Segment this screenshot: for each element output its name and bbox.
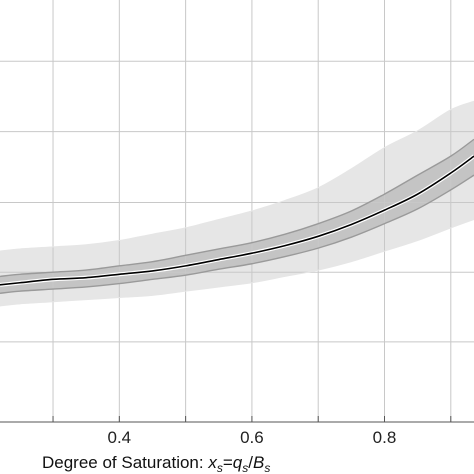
x-tick-label: 0.8 — [373, 428, 397, 447]
x-axis-title-x: x — [207, 453, 217, 472]
inner-lower-line — [0, 174, 474, 294]
median-line — [0, 155, 474, 286]
x-axis-title-B: B — [253, 453, 264, 472]
x-tick-labels: 0.4 0.6 0.8 — [108, 428, 397, 447]
outer-confidence-band — [0, 101, 474, 306]
x-axis-title-x-sub: s — [217, 461, 223, 474]
x-axis-title-eq: = — [223, 453, 233, 472]
x-tick-label: 0.4 — [108, 428, 132, 447]
outer-lower-line — [0, 218, 474, 307]
outer-upper-line — [0, 100, 474, 252]
x-tick-marks — [52, 416, 452, 422]
x-axis-title-q-sub: s — [242, 461, 248, 474]
x-axis-title-q: q — [233, 453, 243, 472]
x-axis-title-slash: / — [248, 453, 253, 472]
x-axis-title-B-sub: s — [264, 461, 270, 474]
series-lines — [0, 100, 474, 307]
x-axis-title-prefix: Degree of Saturation: — [42, 453, 208, 472]
x-tick-label: 0.6 — [240, 428, 264, 447]
inner-upper-line — [0, 138, 474, 278]
x-axis-title: Degree of Saturation: xs=qs/Bs — [42, 453, 270, 474]
